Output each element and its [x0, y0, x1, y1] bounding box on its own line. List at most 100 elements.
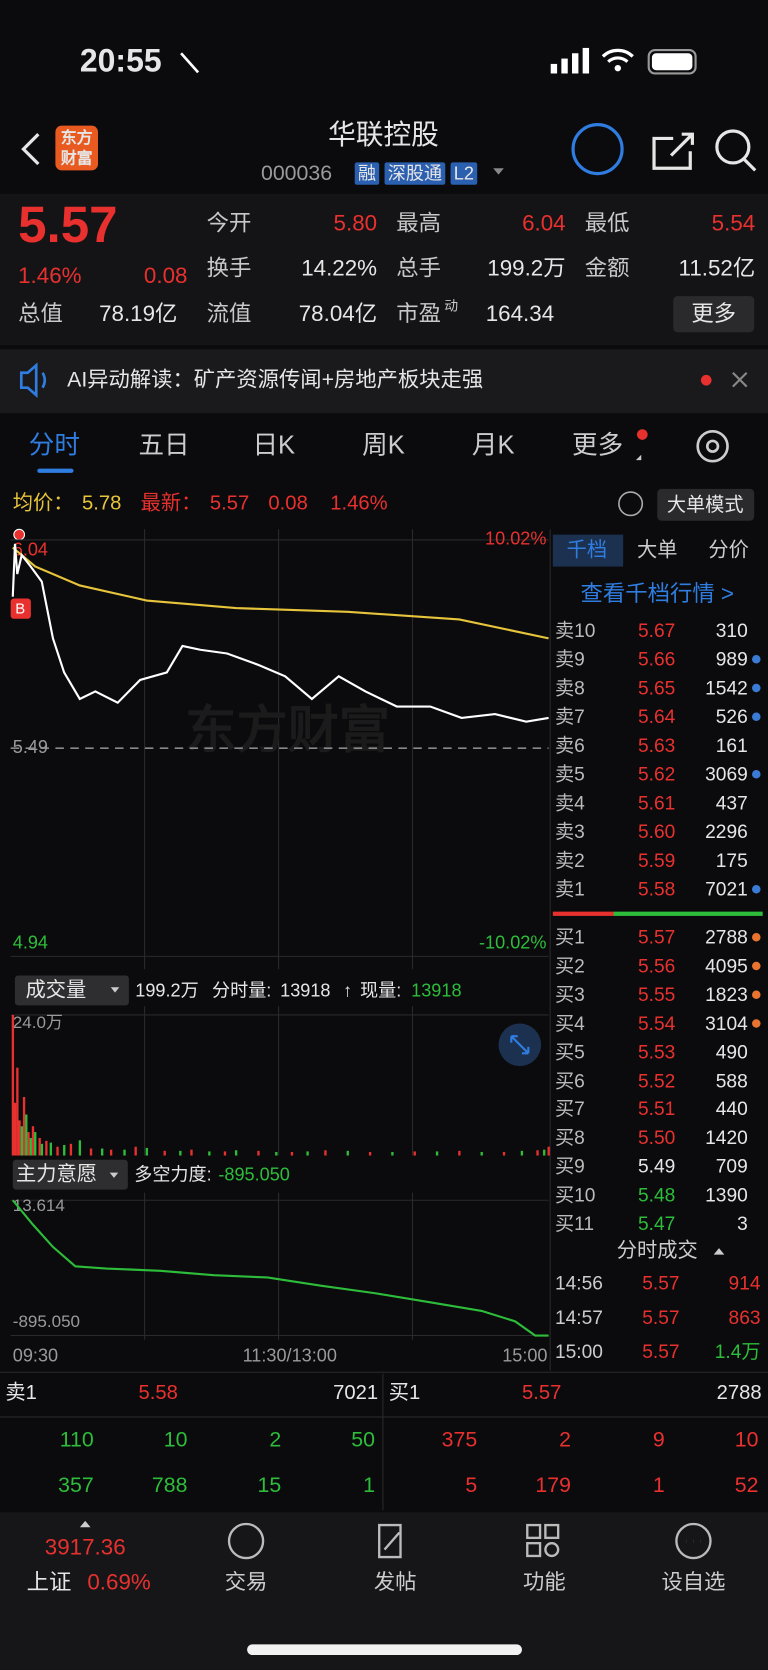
indicator-name[interactable]: 主力意愿 [15, 1163, 97, 1186]
nav-icons[interactable] [227, 1522, 712, 1560]
book-cell: 2 [559, 1428, 571, 1452]
volume-bar [435, 1151, 439, 1156]
depth-link[interactable]: 查看千档行情 > [580, 582, 734, 607]
y-tick-label: 24.0万 [13, 1013, 63, 1032]
change-pct: 1.46% [18, 263, 82, 289]
volume-bar [536, 1150, 539, 1156]
stock-name: 华联控股 [328, 118, 439, 151]
force-label: 多空力度: [134, 1164, 212, 1185]
field-label: 今开 [206, 211, 252, 236]
period-tab[interactable]: 月K [471, 431, 515, 461]
book-cell: 5 [465, 1473, 478, 1498]
divider [0, 1371, 768, 1373]
book-cell: 375 [441, 1428, 478, 1452]
book-cell: 2 [269, 1428, 282, 1452]
depth-price: 5.50 [638, 1127, 676, 1149]
depth-qty: 437 [715, 792, 748, 814]
nav-item[interactable]: 设自选 [661, 1570, 726, 1595]
mode-button[interactable] [657, 488, 755, 521]
period-tab[interactable]: 更多 [572, 431, 624, 461]
period-tab[interactable]: 分时 [28, 431, 80, 461]
info-avg-label: 均价： [12, 492, 74, 515]
y-tick-label: 6.04 [13, 539, 48, 559]
volume-bar [234, 1150, 238, 1156]
time-label: 15:00 [502, 1345, 548, 1366]
volume-bar [18, 1120, 21, 1156]
field-value: 164.34 [485, 301, 555, 327]
volume-bar [179, 1150, 182, 1156]
depth-label: 买2 [554, 955, 585, 977]
back-button[interactable] [21, 133, 40, 166]
info-latest: 5.57 [209, 492, 250, 515]
tag: L2 [450, 162, 478, 185]
book-cell: 52 [734, 1473, 759, 1498]
depth-label: 卖4 [554, 792, 585, 814]
depth-qty: 490 [715, 1041, 748, 1063]
period-tab[interactable]: 五日 [138, 431, 190, 461]
nav-item[interactable]: 功能 [523, 1570, 566, 1595]
order-dot [752, 885, 761, 894]
volume-label: 现量: [360, 980, 402, 1001]
share-button[interactable] [652, 132, 694, 170]
depth-price: 5.58 [638, 878, 676, 900]
depth-price: 5.48 [638, 1184, 676, 1206]
volume-bar [223, 1151, 227, 1156]
close-button[interactable] [732, 371, 748, 388]
more-button-text[interactable]: 更多 [691, 301, 737, 327]
trades-title: 分时成交 [616, 1240, 698, 1263]
volume-bar [38, 1137, 41, 1156]
period-tab[interactable]: 日K [252, 431, 296, 461]
volume-bar [20, 1126, 23, 1156]
volume-dropdown[interactable] [14, 975, 129, 1006]
depth-label: 卖1 [554, 878, 585, 900]
force-dropdown[interactable] [12, 1159, 128, 1190]
news-bar[interactable] [0, 349, 768, 414]
book-label: 买1 [388, 1381, 421, 1405]
ai-button[interactable] [571, 123, 624, 176]
volume-bar [25, 1114, 28, 1156]
order-dot [752, 961, 761, 971]
book-cell: 9 [652, 1428, 665, 1452]
depth-tab[interactable]: 千档 [566, 539, 608, 562]
depth-label: 买6 [554, 1069, 585, 1092]
nav-bar [0, 1512, 768, 1670]
nav-item[interactable]: 发帖 [373, 1570, 417, 1595]
field-value: 78.04亿 [298, 301, 378, 327]
book-cell: 50 [351, 1428, 375, 1452]
search-button[interactable] [715, 129, 757, 172]
field-label: 换手 [206, 256, 252, 281]
period-tab[interactable]: 周K [362, 431, 405, 461]
depth-qty: 1542 [705, 677, 748, 699]
more-button[interactable] [673, 296, 755, 333]
volume-bar [29, 1137, 32, 1156]
indicator-name[interactable]: 成交量 [25, 979, 87, 1002]
order-dot [752, 683, 761, 693]
nav-item[interactable]: 交易 [224, 1570, 268, 1595]
volume-bar [208, 1151, 211, 1156]
news-text[interactable]: AI异动解读：矿产资源传闻+房地产板块走强 [67, 368, 484, 392]
depth-label: 卖8 [554, 677, 585, 699]
settings-button[interactable] [696, 429, 729, 463]
book-cell: 179 [535, 1473, 571, 1498]
info-latest-label: 最新： [140, 492, 202, 515]
order-dot [752, 654, 761, 664]
dropdown-arrow[interactable] [493, 168, 504, 175]
tag: 融 [354, 162, 380, 185]
help-icon[interactable] [618, 491, 644, 517]
app-logo[interactable] [55, 125, 98, 171]
depth-label: 买7 [554, 1098, 585, 1120]
price: 5.57 [18, 197, 118, 254]
volume-bar [275, 1152, 278, 1156]
depth-tab[interactable]: 分价 [708, 539, 749, 562]
depth-label: 买1 [554, 926, 585, 948]
book-cell: 10 [734, 1428, 759, 1452]
volume-bar [109, 1149, 113, 1156]
depth-tab[interactable]: 大单 [636, 539, 678, 562]
alert-dot [636, 429, 648, 440]
mode-text[interactable]: 大单模式 [666, 494, 744, 516]
depth-qty: 161 [715, 734, 748, 757]
price-chart: 东方财富 6.04 5.49 4.94 10.02% -10.02% [10, 529, 549, 970]
info-change-pct: 1.46% [330, 492, 388, 515]
volume-value: 13918 [280, 980, 331, 1001]
